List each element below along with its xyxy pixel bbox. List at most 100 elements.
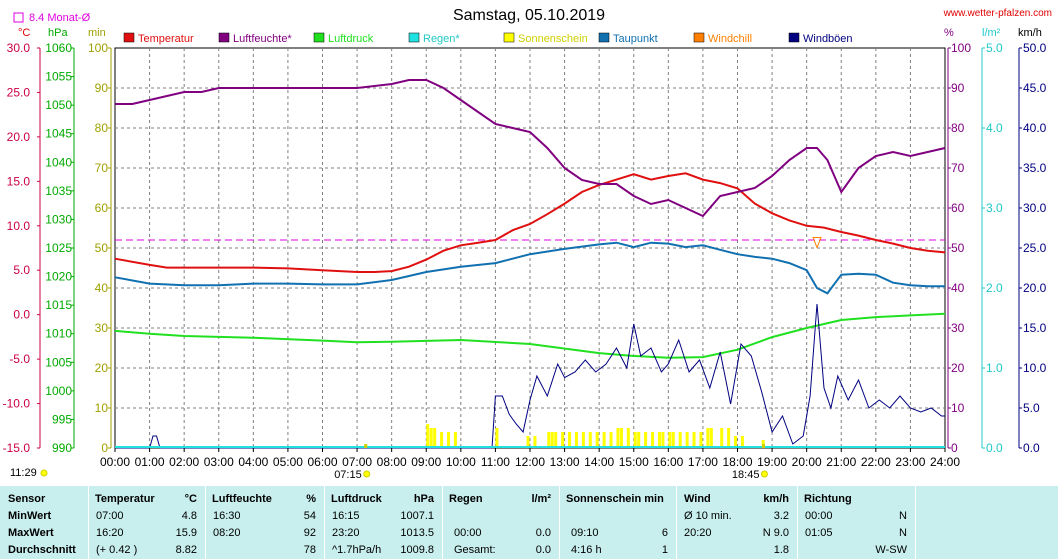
x-tick-label: 06:00	[307, 455, 337, 469]
x-tick-label: 01:00	[135, 455, 165, 469]
legend-label: Luftdruck	[328, 33, 374, 45]
rain-tick-label: 4.0	[986, 121, 1003, 135]
table-cell: N 9.0	[762, 527, 789, 539]
legend-swatch	[598, 32, 610, 43]
legend-swatch	[503, 32, 515, 43]
sunshine-bar	[633, 432, 637, 448]
hpa-tick-label: 995	[52, 412, 72, 426]
table-cell: Ø 10 min.	[684, 510, 732, 522]
table-cell: 54	[303, 510, 316, 522]
chart-labels: Samstag, 05.10.2019 www.wetter-pfalzen.co…	[10, 7, 1052, 481]
sunshine-bar	[602, 432, 606, 448]
unit-hpa: hPa	[48, 27, 68, 39]
hpa-tick-label: 1025	[45, 241, 72, 255]
wind-tick-label: 5.0	[1023, 401, 1040, 415]
temp-tick-label: -5.0	[9, 352, 30, 366]
table-cell: (+ 0.42 )	[96, 544, 138, 556]
x-tick-label: 12:00	[515, 455, 545, 469]
sunshine-bar	[447, 432, 450, 448]
table-cell: N	[899, 510, 907, 522]
sunshine-bar	[547, 432, 551, 448]
sunshine-bar	[440, 432, 444, 448]
table-column	[205, 486, 325, 559]
hpa-tick-label: 1005	[45, 355, 72, 369]
sunshine-bar	[609, 432, 613, 448]
table-cell: N	[899, 527, 907, 539]
sunshine-bar	[709, 428, 713, 448]
wind-tick-label: 20.0	[1023, 281, 1047, 295]
sunshine-bar	[626, 428, 630, 448]
hpa-tick-label: 1050	[45, 98, 72, 112]
table-cell: 1009.8	[400, 544, 434, 556]
rain-tick-label: 3.0	[986, 201, 1003, 215]
table-cell: hPa	[413, 493, 434, 505]
sunshine-bar	[661, 432, 665, 448]
min-tick-label: 40	[95, 281, 109, 295]
sunshine-bar	[644, 432, 648, 448]
sunshine-bar	[526, 436, 530, 448]
x-tick-label: 13:00	[550, 455, 580, 469]
sunshine-bar	[426, 424, 430, 448]
table-cell: 09:10	[571, 527, 599, 539]
legend-swatch	[313, 32, 325, 43]
sunshine-bar	[657, 432, 661, 448]
x-tick-label: 04:00	[238, 455, 268, 469]
legend-swatch	[218, 32, 230, 43]
table-cell: Regen	[449, 493, 483, 505]
table-cell: Durchschnitt	[8, 544, 76, 556]
hpa-tick-label: 990	[52, 441, 72, 455]
sunrise-label: 07:15	[334, 469, 362, 481]
sunset-label: 18:45	[732, 469, 760, 481]
chart-grid	[114, 47, 946, 449]
min-tick-label: 20	[95, 361, 109, 375]
table-cell: °C	[184, 493, 197, 505]
hpa-tick-label: 1030	[45, 212, 72, 226]
x-tick-label: 18:00	[722, 455, 752, 469]
min-tick-label: 50	[95, 241, 109, 255]
legend-swatch	[693, 32, 705, 43]
table-cell: Wind	[684, 493, 711, 505]
x-tick-label: 08:00	[377, 455, 407, 469]
pct-tick-label: 40	[951, 281, 965, 295]
sunshine-bar	[581, 432, 585, 448]
monthly-avg-label: 8.4 Monat-Ø	[29, 12, 91, 24]
table-cell: 1007.1	[400, 510, 434, 522]
pct-tick-label: 30	[951, 321, 965, 335]
sunshine-bar	[671, 432, 675, 448]
table-cell: 16:20	[96, 527, 124, 539]
x-tick-label: 11:00	[481, 455, 510, 469]
min-tick-label: 30	[95, 321, 109, 335]
wind-tick-label: 40.0	[1023, 121, 1047, 135]
temp-tick-label: 5.0	[13, 263, 30, 277]
temp-tick-label: 25.0	[7, 85, 31, 99]
min-tick-label: 90	[95, 81, 109, 95]
table-cell: 6	[661, 527, 668, 539]
x-tick-label: 20:00	[792, 455, 822, 469]
table-cell: MaxWert	[8, 527, 54, 539]
series-luftfeuchte-line	[115, 79, 946, 218]
site-url: www.wetter-pfalzen.com	[943, 8, 1052, 19]
table-cell: Sensor	[8, 493, 46, 505]
hpa-tick-label: 1055	[45, 70, 72, 84]
rain-tick-label: 5.0	[986, 41, 1003, 55]
windchill-mark	[812, 237, 822, 249]
sunrise-icon	[363, 470, 371, 478]
sunshine-bar	[453, 432, 457, 448]
sunshine-bar	[651, 432, 655, 448]
x-tick-label: 21:00	[826, 455, 856, 469]
min-tick-label: 60	[95, 201, 109, 215]
table-cell: 0.0	[535, 527, 551, 539]
pct-tick-label: 100	[951, 41, 971, 55]
pct-tick-label: 10	[951, 401, 965, 415]
x-tick-label: 05:00	[273, 455, 303, 469]
sun-icon	[40, 469, 48, 477]
x-tick-label: 24:00	[930, 455, 960, 469]
monthly-avg-icon	[13, 12, 24, 23]
table-cell: 15.9	[175, 527, 197, 539]
pct-tick-label: 20	[951, 361, 965, 375]
table-column	[676, 486, 798, 559]
x-tick-label: 02:00	[169, 455, 199, 469]
pct-tick-label: 70	[951, 161, 965, 175]
wind-tick-label: 35.0	[1023, 161, 1047, 175]
unit-rain: l/m²	[982, 27, 1001, 39]
